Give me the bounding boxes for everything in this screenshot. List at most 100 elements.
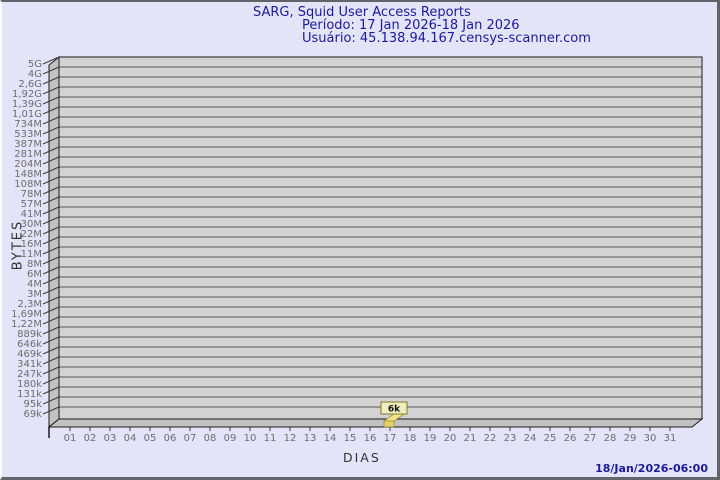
x-tick-label: 06 [164, 433, 177, 444]
y-tick-label: 8M [27, 259, 42, 270]
x-tick-label: 13 [304, 433, 317, 444]
y-tick [42, 286, 60, 295]
plot-left-wall [48, 55, 60, 429]
chart-period: Período: 17 Jan 2026-18 Jan 2026 [302, 18, 520, 33]
x-tick-label: 28 [604, 433, 617, 444]
y-tick-label: 16M [21, 239, 42, 250]
x-tick-label: 02 [84, 433, 97, 444]
x-tick-label: 24 [524, 433, 537, 444]
x-tick-label: 19 [424, 433, 437, 444]
y-tick [42, 166, 60, 175]
x-tick-label: 27 [584, 433, 597, 444]
x-tick-label: 26 [564, 433, 577, 444]
report-timestamp: 18/Jan/2026-06:00 [595, 462, 708, 475]
x-tick-label: 18 [404, 433, 417, 444]
bar-value-label: 6k [388, 405, 401, 415]
x-tick-label: 08 [204, 433, 217, 444]
y-tick-label: 533M [14, 129, 42, 140]
x-tick-label: 25 [544, 433, 557, 444]
y-tick [42, 106, 60, 115]
y-tick [42, 146, 60, 155]
y-tick [42, 406, 60, 415]
y-tick [42, 186, 60, 195]
x-tick-label: 09 [224, 433, 237, 444]
y-tick-label: 2,3M [17, 299, 42, 310]
y-tick [42, 296, 60, 305]
y-tick-label: 5G [28, 59, 42, 70]
y-tick-label: 41M [21, 209, 42, 220]
x-tick-label: 15 [344, 433, 357, 444]
y-tick-label: 1,92G [12, 89, 42, 100]
y-tick [42, 226, 60, 235]
y-tick [42, 206, 60, 215]
plot-back-wall [58, 56, 703, 420]
y-tick-label: 1,69M [11, 309, 42, 320]
y-tick-label: 646k [17, 339, 42, 350]
y-tick-label: 1,22M [11, 319, 42, 330]
y-tick-label: 30M [21, 219, 42, 230]
y-tick [42, 96, 60, 105]
y-tick-label: 57M [21, 199, 42, 210]
y-tick [42, 156, 60, 165]
y-tick-label: 247k [17, 369, 42, 380]
y-tick [42, 356, 60, 365]
y-tick-label: 108M [14, 179, 42, 190]
x-tick-label: 29 [624, 433, 637, 444]
y-tick [42, 266, 60, 275]
y-tick-label: 148M [14, 169, 42, 180]
x-tick-label: 30 [644, 433, 657, 444]
y-tick [42, 336, 60, 345]
y-tick [42, 326, 60, 335]
chart-user: Usuário: 45.138.94.167.censys-scanner.co… [302, 31, 591, 46]
y-tick [42, 116, 60, 125]
y-tick [42, 396, 60, 405]
y-tick-label: 281M [14, 149, 42, 160]
x-tick-label: 14 [324, 433, 337, 444]
y-tick-label: 4M [27, 279, 42, 290]
x-tick-label: 20 [444, 433, 457, 444]
x-tick-label: 23 [504, 433, 517, 444]
y-tick-label: 22M [21, 229, 42, 240]
y-tick [42, 346, 60, 355]
y-tick [42, 56, 60, 65]
y-tick-label: 1,39G [12, 99, 42, 110]
x-axis-title: DIAS [343, 450, 381, 465]
y-tick-label: 1,01G [12, 109, 42, 120]
y-tick-label: 469k [17, 349, 42, 360]
y-tick-label: 11M [21, 249, 42, 260]
y-tick [42, 196, 60, 205]
x-tick-label: 03 [104, 433, 117, 444]
y-tick-label: 131k [17, 389, 42, 400]
x-tick-label: 10 [244, 433, 257, 444]
y-tick [42, 126, 60, 135]
x-tick-label: 16 [364, 433, 377, 444]
y-tick [42, 76, 60, 85]
y-tick-label: 69k [23, 409, 42, 420]
y-tick [42, 366, 60, 375]
x-tick-label: 01 [64, 433, 77, 444]
y-tick-label: 341k [17, 359, 42, 370]
x-tick-label: 17 [384, 433, 397, 444]
y-tick [42, 256, 60, 265]
y-tick [42, 316, 60, 325]
y-tick [42, 216, 60, 225]
y-tick [42, 236, 60, 245]
y-tick [42, 136, 60, 145]
y-tick-label: 387M [14, 139, 42, 150]
y-tick [42, 66, 60, 75]
y-tick-label: 95k [23, 399, 42, 410]
x-tick-label: 07 [184, 433, 197, 444]
x-tick-label: 22 [484, 433, 497, 444]
x-tick-label: 21 [464, 433, 477, 444]
y-tick-label: 889k [17, 329, 42, 340]
y-tick-label: 78M [21, 189, 42, 200]
y-tick-label: 204M [14, 159, 42, 170]
y-axis-title: BYTES [10, 219, 26, 271]
y-tick [42, 176, 60, 185]
y-tick-label: 734M [14, 119, 42, 130]
x-tick-label: 31 [664, 433, 677, 444]
y-tick [42, 276, 60, 285]
plot-floor [47, 418, 704, 428]
